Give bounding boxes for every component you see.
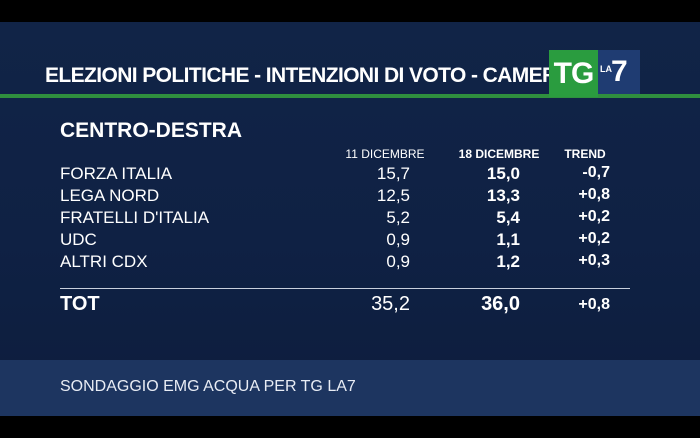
la7-logo-la: LA [600, 64, 612, 74]
poll-source: SONDAGGIO EMG ACQUA PER TG LA7 [60, 378, 356, 395]
column-header-trend: TREND [564, 147, 606, 161]
la7-logo: LA 7 [598, 50, 640, 94]
value-11-dicembre: 0,9 [386, 252, 410, 271]
party-name: LEGA NORD [60, 186, 160, 205]
header-divider [0, 94, 700, 98]
table-row: ALTRI CDX 0,9 1,2 +0,3 [0, 252, 700, 273]
trend-value: -0,7 [582, 164, 610, 181]
table-row: FRATELLI D'ITALIA 5,2 5,4 +0,2 [0, 208, 700, 229]
value-18-dicembre: 5,4 [496, 208, 520, 227]
tg-logo: TG [549, 50, 598, 97]
table-row: LEGA NORD 12,5 13,3 +0,8 [0, 186, 700, 207]
table-row: FORZA ITALIA 15,7 15,0 -0,7 [0, 164, 700, 185]
trend-value: +0,2 [578, 230, 610, 247]
column-header-11-dicembre: 11 DICEMBRE [345, 147, 425, 161]
value-18-dicembre: 1,2 [496, 252, 520, 271]
total-11-dicembre: 35,2 [371, 293, 410, 315]
column-header-18-dicembre: 18 DICEMBRE [458, 147, 540, 161]
value-11-dicembre: 5,2 [386, 208, 410, 227]
section-title: CENTRO-DESTRA [60, 119, 242, 142]
total-18-dicembre: 36,0 [481, 293, 520, 315]
value-18-dicembre: 1,1 [496, 230, 520, 249]
total-label: TOT [60, 293, 100, 315]
la7-logo-seven: 7 [611, 55, 628, 88]
value-18-dicembre: 15,0 [486, 164, 520, 183]
party-name: UDC [60, 230, 97, 249]
total-divider [60, 288, 630, 289]
value-11-dicembre: 15,7 [376, 164, 410, 183]
party-name: FORZA ITALIA [60, 164, 173, 183]
broadcast-graphic: ELEZIONI POLITICHE - INTENZIONI DI VOTO … [0, 22, 700, 416]
trend-value: +0,3 [578, 252, 610, 269]
party-name: ALTRI CDX [60, 252, 148, 271]
value-11-dicembre: 12,5 [376, 186, 410, 205]
value-11-dicembre: 0,9 [386, 230, 410, 249]
header-title: ELEZIONI POLITICHE - INTENZIONI DI VOTO … [45, 64, 572, 87]
total-trend: +0,8 [578, 296, 610, 313]
total-row: TOT 35,2 36,0 +0,8 [0, 293, 700, 319]
value-18-dicembre: 13,3 [486, 186, 520, 205]
footer-band [0, 360, 700, 416]
trend-value: +0,8 [578, 186, 610, 203]
table-row: UDC 0,9 1,1 +0,2 [0, 230, 700, 251]
party-name: FRATELLI D'ITALIA [60, 208, 210, 227]
trend-value: +0,2 [578, 208, 610, 225]
